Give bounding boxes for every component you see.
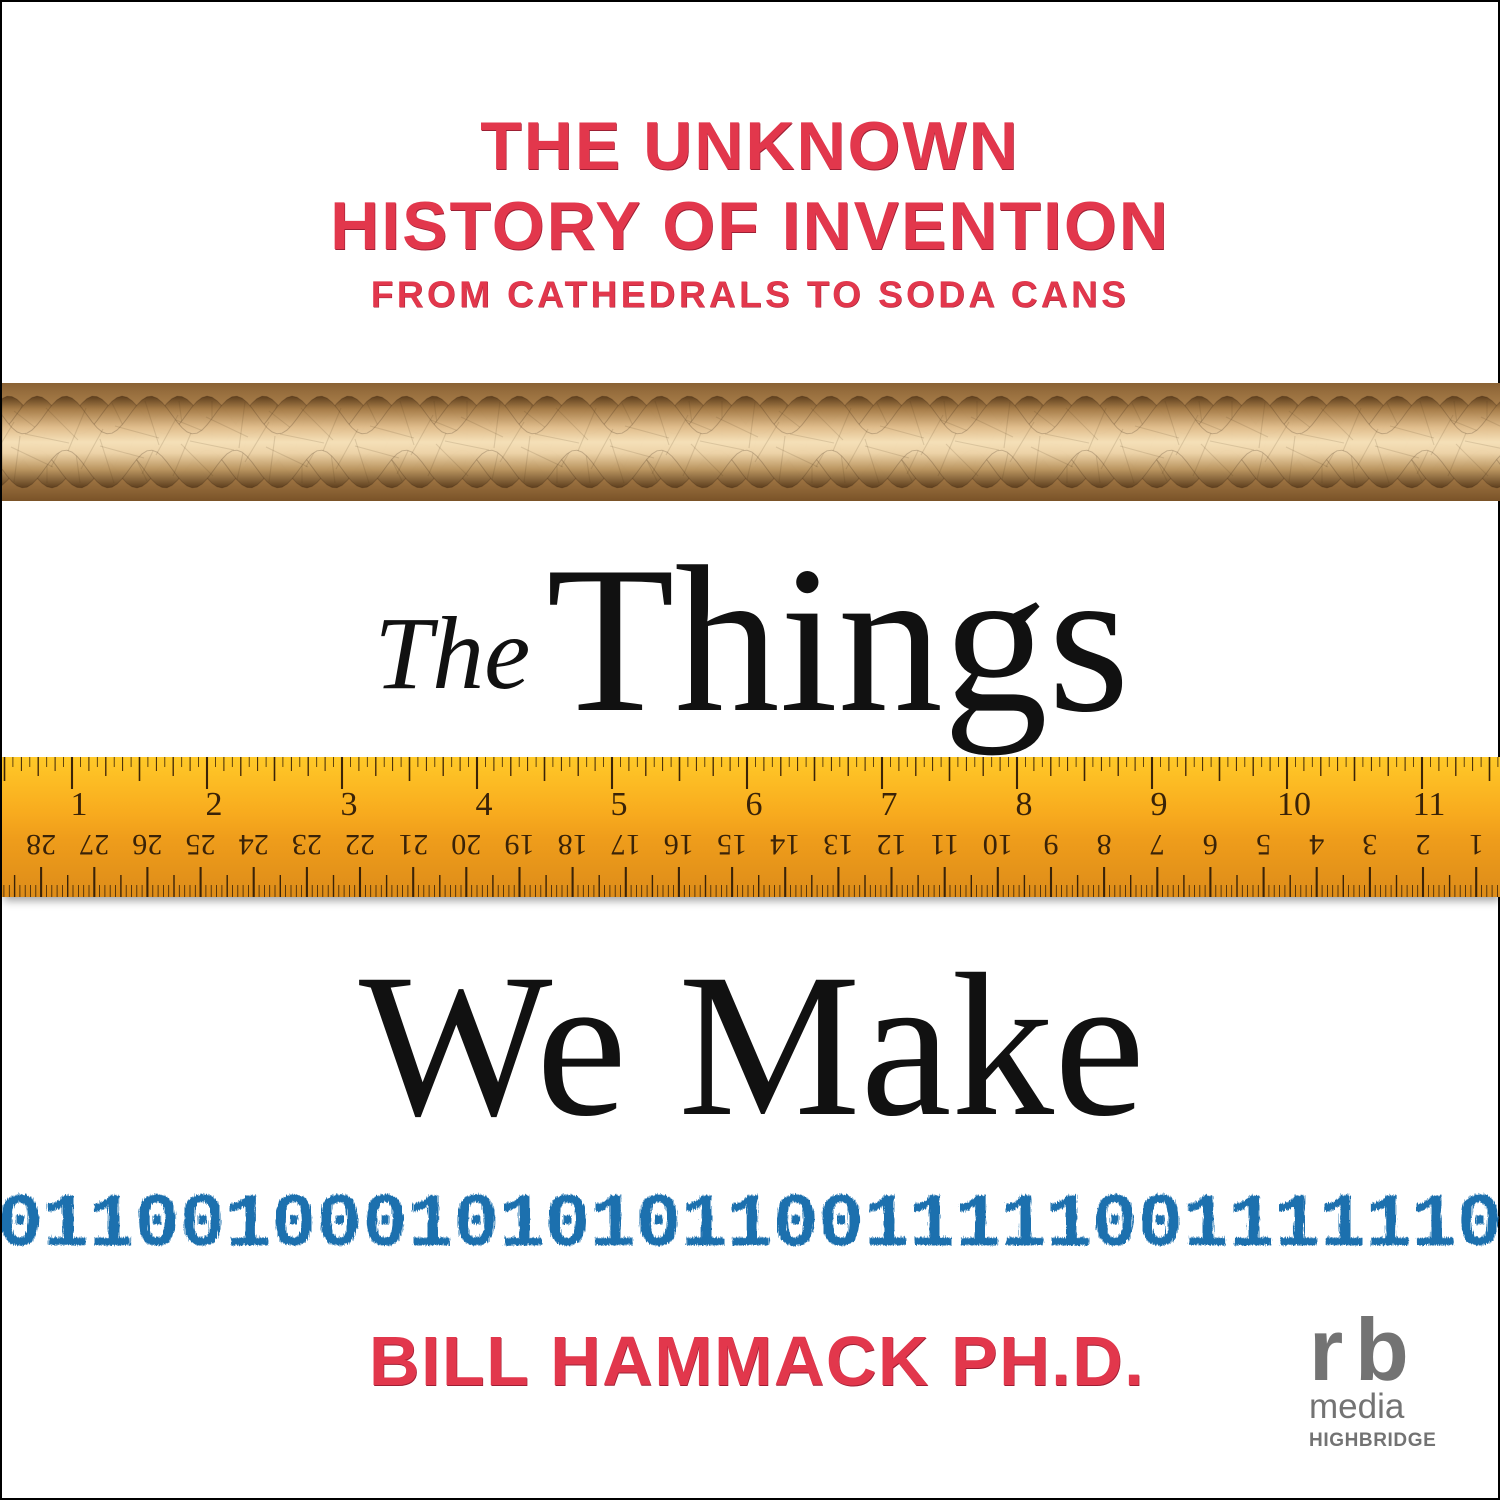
svg-text:HIGHBRIDGE: HIGHBRIDGE — [1309, 1430, 1436, 1451]
svg-text:011001000101010110011111001111: 0110010001010101100111110011111101010110… — [2, 1181, 1500, 1267]
svg-text:4: 4 — [1309, 828, 1324, 861]
svg-text:2: 2 — [206, 786, 223, 823]
svg-text:8: 8 — [1016, 786, 1033, 823]
svg-text:14: 14 — [770, 828, 800, 861]
svg-text:27: 27 — [79, 828, 109, 861]
svg-text:media: media — [1309, 1387, 1405, 1426]
svg-text:7: 7 — [1150, 828, 1165, 861]
svg-text:18: 18 — [558, 828, 588, 861]
svg-text:24: 24 — [239, 828, 269, 861]
svg-text:7: 7 — [881, 786, 898, 823]
svg-text:28: 28 — [26, 828, 56, 861]
svg-text:12: 12 — [877, 828, 907, 861]
svg-text:26: 26 — [132, 828, 162, 861]
svg-text:10: 10 — [1277, 786, 1311, 823]
svg-text:6: 6 — [1203, 828, 1218, 861]
svg-text:6: 6 — [746, 786, 763, 823]
svg-text:15: 15 — [717, 828, 747, 861]
svg-text:23: 23 — [292, 828, 322, 861]
svg-text:22: 22 — [345, 828, 375, 861]
svg-text:19: 19 — [505, 828, 535, 861]
svg-text:4: 4 — [476, 786, 493, 823]
svg-text:11: 11 — [930, 828, 959, 861]
svg-text:13: 13 — [823, 828, 853, 861]
svg-text:5: 5 — [611, 786, 628, 823]
svg-text:16: 16 — [664, 828, 694, 861]
svg-text:10: 10 — [983, 828, 1013, 861]
svg-text:9: 9 — [1151, 786, 1168, 823]
svg-text:1: 1 — [71, 786, 88, 823]
svg-text:29: 29 — [2, 828, 3, 861]
svg-text:b: b — [1355, 1302, 1409, 1399]
svg-text:9: 9 — [1044, 828, 1059, 861]
svg-text:8: 8 — [1097, 828, 1112, 861]
svg-text:r: r — [1309, 1302, 1342, 1399]
svg-text:11: 11 — [1413, 786, 1446, 823]
svg-text:5: 5 — [1256, 828, 1271, 861]
svg-text:17: 17 — [611, 828, 641, 861]
svg-text:3: 3 — [1362, 828, 1377, 861]
svg-text:21: 21 — [398, 828, 428, 861]
svg-text:25: 25 — [186, 828, 216, 861]
svg-text:1: 1 — [1469, 828, 1484, 861]
svg-text:3: 3 — [341, 786, 358, 823]
svg-text:20: 20 — [451, 828, 481, 861]
svg-text:2: 2 — [1416, 828, 1431, 861]
